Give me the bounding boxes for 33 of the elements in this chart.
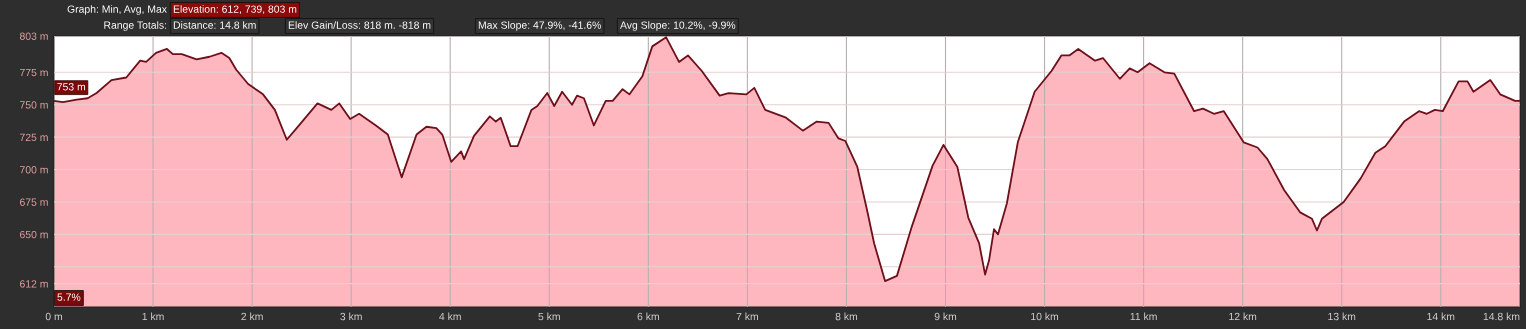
x-tick-label: 10 km: [1031, 312, 1059, 321]
x-tick-label: 6 km: [637, 312, 659, 321]
x-tick-label: 2 km: [241, 312, 263, 321]
y-tick-label: 775 m: [20, 68, 48, 77]
x-tick-label: 11 km: [1130, 312, 1157, 321]
x-tick-label: 0 m: [45, 312, 62, 321]
y-tick-label: 700 m: [20, 166, 48, 174]
text: Distance: 14.8 km: [173, 21, 256, 29]
text: Max Slope: 47.9%, -41.6%: [478, 21, 601, 31]
annotation: 5.7%: [57, 293, 81, 301]
y-tick-label: 750 m: [20, 101, 48, 109]
y-tick-label: 725 m: [20, 133, 48, 142]
y-tick-label: 675 m: [20, 198, 48, 206]
x-tick-label: 12 km: [1229, 312, 1257, 321]
annotation: 753 m: [57, 83, 86, 91]
x-tick-label: 8 km: [835, 312, 858, 321]
x-tick-label: 3 km: [340, 312, 362, 321]
text: Graph: Min, Avg, Max: [67, 5, 167, 15]
x-tick-label: 13 km: [1328, 312, 1356, 321]
text: Elevation: 612, 739, 803 m: [173, 5, 297, 15]
text: Elev Gain/Loss: 818 m. -818 m: [288, 21, 431, 29]
x-tick-label: 5 km: [538, 312, 560, 321]
text: Avg Slope: 10.2%, -9.9%: [620, 21, 736, 31]
y-tick-label: 803 m: [19, 32, 48, 40]
x-tick-label: 14.8 km: [1483, 312, 1520, 321]
x-tick-label: 9 km: [934, 312, 957, 321]
x-tick-label: 4 km: [439, 312, 461, 321]
y-tick-label: 612 m: [20, 280, 48, 288]
x-tick-label: 14 km: [1427, 312, 1455, 321]
y-tick-label: 650 m: [20, 230, 48, 239]
text: Range Totals:: [104, 21, 167, 31]
x-tick-label: 1 km: [142, 312, 164, 321]
x-tick-label: 7 km: [736, 312, 758, 321]
